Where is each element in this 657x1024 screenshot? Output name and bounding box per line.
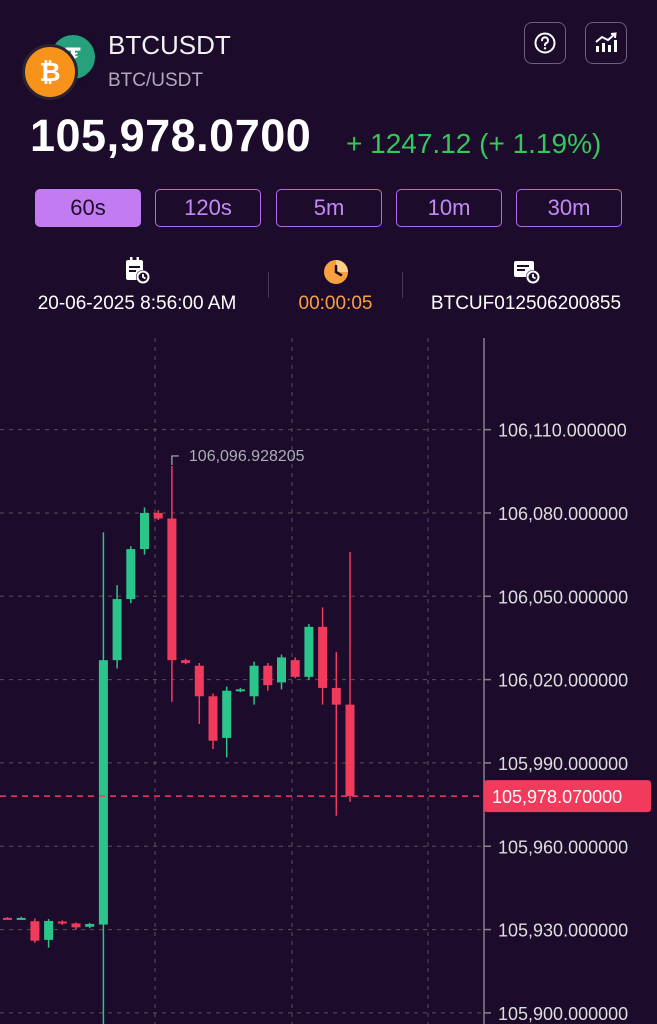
info-datetime: 20-06-2025 8:56:00 AM [22, 255, 252, 315]
candle-body [3, 917, 12, 920]
bitcoin-logo-icon: ₿ [22, 44, 78, 100]
calendar-clock-icon [126, 257, 150, 284]
tab-5m[interactable]: 5m [276, 189, 382, 227]
countdown-timer: 00:00:05 [298, 293, 373, 314]
candle-body [277, 657, 286, 683]
candle-body [290, 660, 300, 677]
y-axis-label: 106,050.000000 [498, 587, 628, 607]
candle-body [85, 924, 95, 927]
y-axis-label: 105,990.000000 [498, 754, 628, 774]
candle-body [331, 687, 341, 705]
candle-body [181, 660, 191, 663]
info-order-id: BTCUF012506200855 [415, 255, 637, 315]
candle-body [140, 512, 149, 550]
candle-body [30, 921, 40, 941]
order-id: BTCUF012506200855 [430, 293, 622, 314]
candlestick-chart[interactable]: 106,110.000000 106,080.000000 106,050.0000… [0, 338, 657, 1024]
candle-body [44, 920, 54, 940]
y-axis-label: 106,110.000000 [498, 421, 627, 441]
trend-chart-icon [595, 32, 617, 52]
candle-body [222, 690, 232, 738]
high-marker [171, 455, 179, 465]
info-countdown: 00:00:05 [278, 255, 393, 315]
current-price-label: 105,978.070000 [492, 787, 622, 807]
y-axis-label: 106,080.000000 [498, 504, 628, 524]
divider [268, 272, 269, 298]
price-change: + 1247.12 (+ 1.19%) [346, 128, 602, 159]
tab-120s[interactable]: 120s [155, 189, 261, 227]
candle-body [194, 665, 204, 697]
order-datetime: 20-06-2025 8:56:00 AM [37, 293, 237, 314]
candle-body [71, 923, 81, 928]
interval-tabs: 60s 120s 5m 10m 30m [35, 189, 623, 227]
divider [402, 272, 403, 298]
header: ₮ ₿ BTCUSDT BTC/USDT [0, 0, 657, 110]
chart-button[interactable] [585, 22, 627, 64]
current-price-tag [484, 780, 651, 813]
candle-body [153, 512, 163, 519]
candle-body [112, 599, 122, 661]
candle-body [57, 921, 67, 924]
candle-body [98, 660, 108, 925]
pair-title: BTCUSDT [108, 30, 231, 60]
timer-icon [323, 260, 348, 284]
y-axis-label: 106,020.000000 [498, 671, 628, 691]
help-icon [534, 32, 556, 54]
tab-30m[interactable]: 30m [516, 189, 622, 227]
candle-body [235, 689, 245, 692]
candle-body [318, 626, 328, 688]
help-button[interactable] [524, 22, 566, 64]
y-axis-label: 105,930.000000 [498, 921, 628, 941]
pair-subtitle: BTC/USDT [108, 70, 203, 91]
candle-body [249, 665, 259, 697]
candle-body [208, 696, 218, 741]
candle-body [126, 549, 136, 600]
candle-body [16, 917, 26, 920]
candle-body [263, 665, 273, 686]
y-axis-label: 105,900.000000 [498, 1004, 628, 1024]
receipt-clock-icon [514, 261, 540, 284]
high-price-label: 106,096.928205 [189, 448, 305, 465]
tab-10m[interactable]: 10m [396, 189, 502, 227]
current-price: 105,978.0700 [30, 110, 312, 161]
y-axis-label: 105,960.000000 [498, 837, 628, 857]
tab-60s[interactable]: 60s [35, 189, 141, 227]
candle-body [167, 518, 177, 661]
candle-body [304, 626, 314, 677]
candle-body [345, 704, 355, 797]
